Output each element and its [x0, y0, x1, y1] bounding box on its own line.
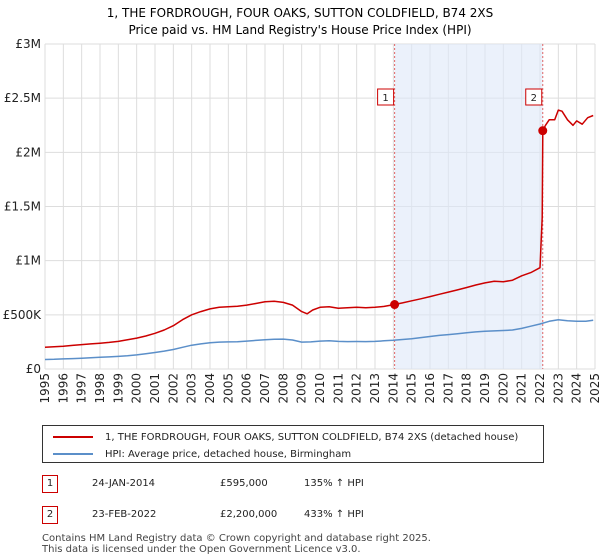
- sale-marker-label: 1: [382, 93, 388, 104]
- sale-point: [538, 126, 548, 136]
- chart-subtitle: Price paid vs. HM Land Registry's House …: [128, 23, 471, 37]
- sale-marker-badge: [377, 88, 395, 106]
- series-line: [44, 318, 594, 361]
- x-tick-label: 2011: [331, 373, 345, 404]
- x-tick-label: 1995: [38, 373, 52, 404]
- y-tick-label: £1.5M: [4, 200, 41, 214]
- transaction-badge: 2: [42, 506, 58, 524]
- y-tick-label: £0: [26, 362, 41, 376]
- x-tick-label: 2010: [313, 373, 327, 404]
- y-tick-label: £500K: [3, 308, 43, 322]
- x-tick-label: 2013: [368, 373, 382, 404]
- x-tick-label: 2012: [350, 373, 364, 404]
- x-tick-label: 2019: [478, 373, 492, 404]
- chart-title: 1, THE FORDROUGH, FOUR OAKS, SUTTON COLD…: [107, 6, 494, 20]
- x-tick-label: 2004: [203, 373, 217, 404]
- x-tick-label: 1996: [56, 373, 70, 404]
- x-tick-label: 2025: [588, 373, 600, 404]
- x-tick-label: 2021: [515, 373, 529, 404]
- transaction-price: £2,200,000: [220, 509, 278, 520]
- x-tick-label: 2020: [496, 373, 510, 404]
- sale-marker-badge: [525, 88, 543, 106]
- x-tick-label: 2016: [423, 373, 437, 404]
- x-tick-label: 1999: [111, 373, 125, 404]
- y-tick-label: £3M: [15, 37, 41, 51]
- x-tick-label: 2003: [185, 373, 199, 404]
- transaction-badge: 1: [42, 475, 58, 493]
- legend-line-red: [53, 436, 93, 438]
- legend-label-property: 1, THE FORDROUGH, FOUR OAKS, SUTTON COLD…: [105, 431, 519, 443]
- footer-line-1: Contains HM Land Registry data © Crown c…: [42, 533, 431, 544]
- y-tick-label: £1M: [15, 254, 41, 268]
- x-tick-label: 1998: [93, 373, 107, 404]
- x-tick-label: 2008: [276, 373, 290, 404]
- footer-line-2: This data is licensed under the Open Gov…: [42, 544, 361, 555]
- x-tick-label: 2000: [130, 373, 144, 404]
- x-tick-label: 2005: [221, 373, 235, 404]
- legend-item-property: 1, THE FORDROUGH, FOUR OAKS, SUTTON COLD…: [53, 429, 518, 445]
- x-tick-label: 1997: [75, 373, 89, 404]
- legend-label-hpi: HPI: Average price, detached house, Birm…: [105, 448, 352, 460]
- x-tick-label: 2002: [166, 373, 180, 404]
- x-tick-label: 2001: [148, 373, 162, 404]
- x-tick-label: 2006: [240, 373, 254, 404]
- transaction-price: £595,000: [220, 478, 268, 489]
- sale-point: [390, 300, 400, 310]
- ownership-period-shade: [394, 44, 543, 369]
- price-chart: 1, THE FORDROUGH, FOUR OAKS, SUTTON COLD…: [3, 6, 600, 404]
- x-tick-label: 2017: [441, 373, 455, 404]
- series-line: [44, 109, 594, 349]
- transaction-date: 24-JAN-2014: [92, 478, 156, 489]
- y-tick-label: £2M: [15, 145, 41, 159]
- x-tick-label: 2024: [570, 373, 584, 404]
- transaction-date: 23-FEB-2022: [92, 509, 157, 520]
- x-tick-label: 2015: [405, 373, 419, 404]
- transaction-hpi: 135% ↑ HPI: [304, 478, 364, 489]
- x-tick-label: 2023: [551, 373, 565, 404]
- legend-item-hpi: HPI: Average price, detached house, Birm…: [53, 446, 351, 462]
- sale-marker-label: 2: [531, 93, 537, 104]
- x-tick-label: 2007: [258, 373, 272, 404]
- legend-line-blue: [53, 453, 93, 455]
- x-tick-label: 2014: [386, 373, 400, 404]
- chart-legend: 1, THE FORDROUGH, FOUR OAKS, SUTTON COLD…: [42, 425, 544, 463]
- x-tick-label: 2009: [295, 373, 309, 404]
- footer-attribution: Contains HM Land Registry data © Crown c…: [42, 533, 431, 555]
- x-tick-label: 2022: [533, 373, 547, 404]
- x-tick-label: 2018: [460, 373, 474, 404]
- transaction-hpi: 433% ↑ HPI: [304, 509, 364, 520]
- y-tick-label: £2.5M: [4, 91, 41, 105]
